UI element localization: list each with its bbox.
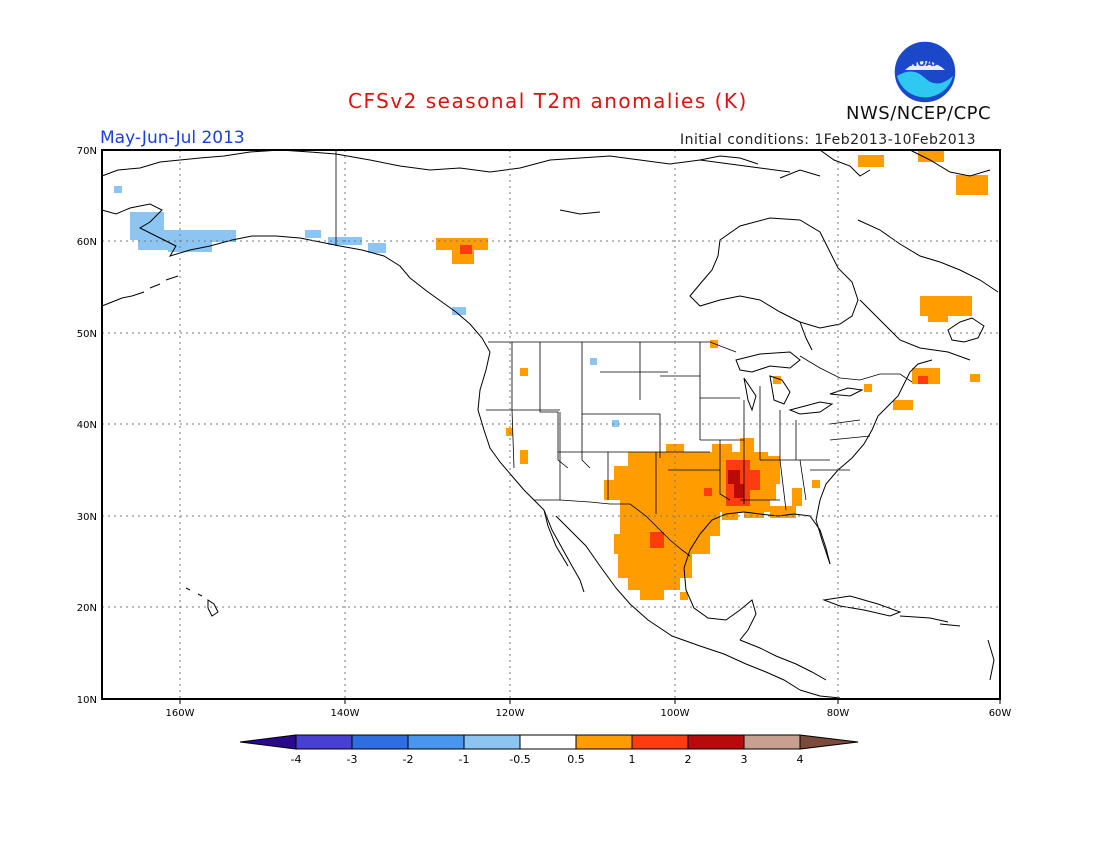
anomaly-cell-pos xyxy=(628,576,680,590)
anomaly-field xyxy=(114,150,988,600)
lon-label: 120W xyxy=(496,708,525,719)
anomaly-cell-pos xyxy=(812,480,820,488)
noaa-logo-icon: NOAA xyxy=(893,40,957,104)
lon-label: 100W xyxy=(661,708,690,719)
agency-label: NWS/NCEP/CPC xyxy=(846,103,992,124)
colorbar-label: 0.5 xyxy=(567,753,585,766)
anomaly-cell-pos xyxy=(750,470,760,490)
anomaly-cell-pos xyxy=(728,470,740,484)
anomaly-cell-pos xyxy=(864,384,872,392)
anomaly-cell-pos xyxy=(710,340,718,348)
anomaly-cell-neg xyxy=(452,307,466,315)
colorbar xyxy=(239,734,859,750)
lat-label: 70N xyxy=(77,146,97,157)
colorbar-bin xyxy=(519,734,577,750)
axis-ticks xyxy=(179,699,1001,704)
lat-label: 30N xyxy=(77,512,97,523)
colorbar-arrow-left xyxy=(239,734,297,750)
anomaly-cell-pos xyxy=(618,552,692,578)
graticule xyxy=(102,150,1000,699)
anomaly-cell-pos xyxy=(893,400,913,410)
anomaly-cell-neg xyxy=(168,242,212,252)
forecast-period: May-Jun-Jul 2013 xyxy=(100,128,245,148)
initial-conditions: Initial conditions: 1Feb2013-10Feb2013 xyxy=(680,132,976,148)
anomaly-cell-pos xyxy=(650,532,664,548)
anomaly-cell-pos xyxy=(918,150,944,162)
anomaly-cell-neg xyxy=(305,230,321,238)
lat-label: 60N xyxy=(77,237,97,248)
anomaly-cell-pos xyxy=(970,374,980,382)
colorbar-label: 2 xyxy=(685,753,692,766)
anomaly-cell-neg xyxy=(130,212,164,240)
colorbar-label: -1 xyxy=(459,753,470,766)
anomaly-cell-pos xyxy=(858,155,884,167)
lat-label: 40N xyxy=(77,420,97,431)
colorbar-bin xyxy=(687,734,745,750)
anomaly-cell-pos xyxy=(956,175,988,195)
colorbar-label: -0.5 xyxy=(509,753,530,766)
colorbar-label: 4 xyxy=(797,753,804,766)
anomaly-cell-pos xyxy=(520,368,528,376)
coastlines xyxy=(101,149,999,699)
lat-label: 50N xyxy=(77,329,97,340)
anomaly-cell-neg xyxy=(590,358,597,365)
political-boundaries xyxy=(335,150,913,557)
anomaly-cell-neg xyxy=(164,230,236,242)
colorbar-label: 3 xyxy=(741,753,748,766)
lat-label: 10N xyxy=(77,695,97,706)
colorbar-bin xyxy=(631,734,689,750)
colorbar-bin xyxy=(575,734,633,750)
colorbar-label: 1 xyxy=(629,753,636,766)
logo-text: NOAA xyxy=(909,58,941,69)
colorbar-arrow-right xyxy=(799,734,859,750)
lon-label: 160W xyxy=(166,708,195,719)
colorbar-bin xyxy=(743,734,801,750)
anomaly-cell-pos xyxy=(792,488,802,506)
map-frame xyxy=(101,149,1001,700)
colorbar-bin xyxy=(351,734,409,750)
colorbar-label: -2 xyxy=(403,753,414,766)
anomaly-cell-neg xyxy=(612,420,619,427)
anomaly-cell-pos xyxy=(928,312,948,322)
colorbar-bin xyxy=(407,734,465,750)
anomaly-cell-pos xyxy=(760,456,780,476)
anomaly-cell-pos xyxy=(704,488,712,496)
anomaly-cell-pos xyxy=(734,484,744,498)
anomaly-cell-pos xyxy=(744,506,764,518)
anomaly-cell-pos xyxy=(520,450,528,464)
lon-label: 140W xyxy=(331,708,360,719)
colorbar-bin xyxy=(463,734,521,750)
anomaly-cell-pos xyxy=(920,296,972,316)
anomaly-cell-pos xyxy=(620,510,720,536)
anomaly-cell-pos xyxy=(460,245,472,254)
anomaly-cell-pos xyxy=(918,376,928,384)
lat-label: 20N xyxy=(77,603,97,614)
anomaly-cell-pos xyxy=(640,588,664,600)
map-title: CFSv2 seasonal T2m anomalies (K) xyxy=(348,89,748,113)
anomaly-cell-neg xyxy=(114,186,122,193)
colorbar-label: -3 xyxy=(347,753,358,766)
anomaly-cell-pos xyxy=(666,444,684,454)
lon-label: 80W xyxy=(827,708,850,719)
anomaly-cell-neg xyxy=(368,243,386,253)
lon-label: 60W xyxy=(989,708,1012,719)
colorbar-bin xyxy=(295,734,353,750)
anomaly-cell-pos xyxy=(680,592,688,600)
anomaly-cell-pos xyxy=(773,376,781,384)
colorbar-label: -4 xyxy=(291,753,302,766)
